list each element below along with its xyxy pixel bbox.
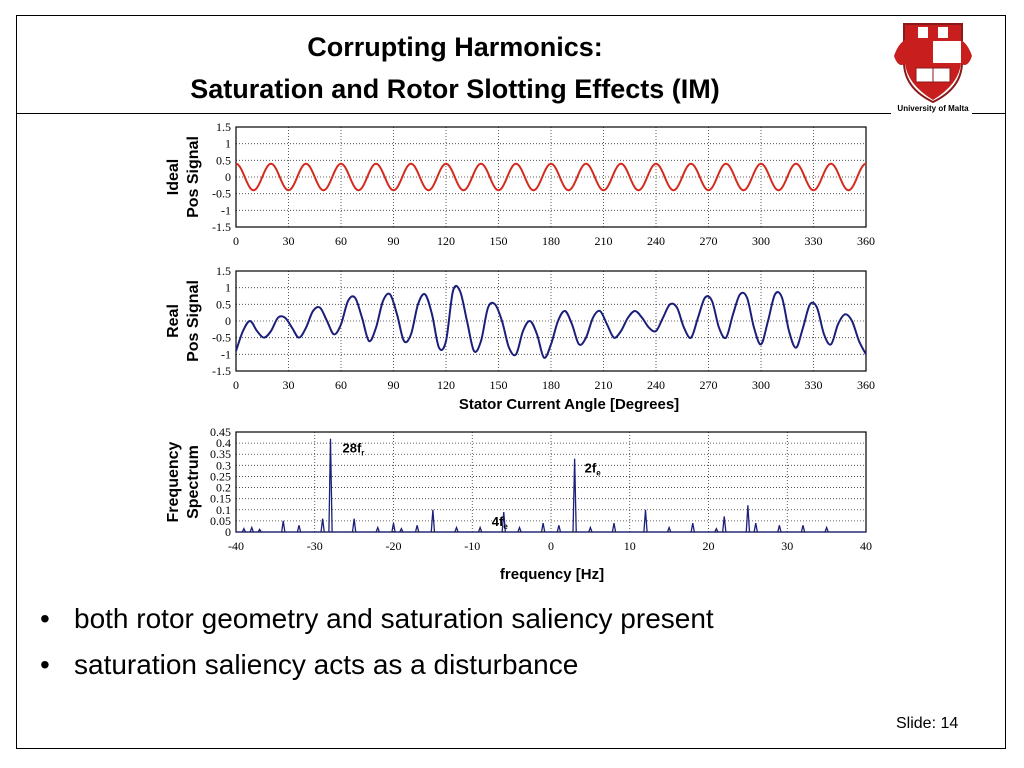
x-tick-label: 20 — [703, 539, 715, 553]
logo-caption: University of Malta — [897, 104, 969, 113]
x-tick-label: 150 — [490, 234, 508, 248]
y-tick-label: 0.5 — [216, 153, 231, 167]
x-tick-label: 210 — [595, 378, 613, 392]
y-axis-label: Real — [165, 304, 182, 338]
slide-frame — [16, 15, 1006, 749]
x-tick-label: 300 — [752, 378, 770, 392]
bullet-list: • both rotor geometry and saturation sal… — [40, 603, 714, 695]
x-tick-label: 360 — [857, 378, 875, 392]
x-tick-label: 120 — [437, 234, 455, 248]
slide-title-line-2: Saturation and Rotor Slotting Effects (I… — [190, 74, 720, 104]
x-tick-label: 0 — [233, 378, 239, 392]
y-tick-label: 0.45 — [210, 425, 231, 439]
x-tick-label: 120 — [437, 378, 455, 392]
x-tick-label: -20 — [386, 539, 402, 553]
x-axis-label: Stator Current Angle [Degrees] — [459, 396, 679, 413]
x-tick-label: 240 — [647, 378, 665, 392]
y-tick-label: 1 — [225, 281, 231, 295]
x-tick-label: 90 — [388, 234, 400, 248]
x-tick-label: 30 — [283, 234, 295, 248]
y-tick-label: 0 — [225, 170, 231, 184]
x-tick-label: 0 — [548, 539, 554, 553]
y-axis-label: Spectrum — [185, 445, 202, 519]
x-tick-label: 30 — [283, 378, 295, 392]
y-axis-label: Pos Signal — [185, 280, 202, 362]
spectrum-series-line — [236, 438, 866, 533]
y-tick-label: 0.5 — [216, 297, 231, 311]
y-tick-label: 1.5 — [216, 120, 231, 134]
peak-annotation: 4fe — [492, 514, 509, 531]
bullet-dot-icon: • — [40, 649, 50, 680]
y-tick-label: 0.15 — [210, 492, 231, 506]
y-tick-label: 0 — [225, 525, 231, 539]
y-tick-label: -1.5 — [212, 220, 231, 234]
y-tick-label: 0 — [225, 314, 231, 328]
x-tick-label: 330 — [805, 234, 823, 248]
x-tick-label: 270 — [700, 234, 718, 248]
x-tick-label: 240 — [647, 234, 665, 248]
ideal-series-line — [235, 162, 867, 192]
y-axis-label: Ideal — [165, 159, 182, 195]
slide-number: Slide: 14 — [896, 715, 959, 732]
peak-annotation: 28fr — [343, 441, 365, 458]
bullet-item: • saturation saliency acts as a disturba… — [40, 649, 714, 695]
x-tick-label: 270 — [700, 378, 718, 392]
bullet-item: • both rotor geometry and saturation sal… — [40, 603, 714, 649]
peak-annotation: 2fe — [585, 461, 602, 478]
y-tick-label: -1 — [221, 203, 231, 217]
x-tick-label: -40 — [228, 539, 244, 553]
chart-1: 0 30 60 90 120 150 180 210 240 270 300 330 360 1.5 1 0.… — [165, 120, 875, 248]
real-series-line — [235, 285, 867, 359]
y-tick-label: 0.35 — [210, 447, 231, 461]
x-tick-label: 40 — [860, 539, 872, 553]
y-tick-label: -1 — [221, 347, 231, 361]
x-tick-label: 180 — [542, 378, 560, 392]
slide-title-line-1: Corrupting Harmonics: — [307, 32, 603, 62]
x-tick-label: -10 — [464, 539, 480, 553]
y-tick-label: 0.4 — [216, 436, 231, 450]
y-tick-label: -0.5 — [212, 331, 231, 345]
y-tick-label: 0.1 — [216, 503, 231, 517]
y-tick-label: 0.25 — [210, 469, 231, 483]
plot-frame — [235, 270, 867, 372]
y-tick-label: -1.5 — [212, 364, 231, 378]
x-tick-label: 180 — [542, 234, 560, 248]
university-crest-logo — [888, 18, 978, 118]
x-tick-label: 0 — [233, 234, 239, 248]
bullet-dot-icon: • — [40, 603, 50, 634]
y-tick-label: 1 — [225, 137, 231, 151]
x-tick-label: 30 — [781, 539, 793, 553]
x-tick-label: 330 — [805, 378, 823, 392]
chart-2: 0 30 60 90 120 150 180 210 240 270 300 330 360 1.5 1 0.… — [165, 264, 875, 413]
title-divider-right — [972, 113, 1006, 114]
x-tick-label: 360 — [857, 234, 875, 248]
charts-area: 0 30 60 90 120 150 180 210 240 270 300 330 3601.510.… — [165, 120, 875, 583]
x-tick-label: -30 — [307, 539, 323, 553]
bullet-text: both rotor geometry and saturation salie… — [74, 603, 714, 634]
x-tick-label: 60 — [335, 378, 347, 392]
x-axis-label: frequency [Hz] — [500, 566, 604, 583]
y-tick-label: 0.05 — [210, 514, 231, 528]
title-divider — [16, 113, 891, 114]
bullet-text: saturation saliency acts as a disturbanc… — [74, 649, 579, 680]
x-tick-label: 60 — [335, 234, 347, 248]
chart-3: -40 -30 -20 -10 0 10 20 30 400.450.40.350.30.250… — [165, 425, 872, 583]
plot-frame — [235, 126, 867, 228]
x-tick-label: 150 — [490, 378, 508, 392]
x-tick-label: 210 — [595, 234, 613, 248]
x-tick-label: 90 — [388, 378, 400, 392]
y-tick-label: -0.5 — [212, 187, 231, 201]
y-axis-label: Frequency — [165, 441, 182, 522]
y-axis-label: Pos Signal — [185, 136, 202, 218]
x-tick-label: 10 — [624, 539, 636, 553]
y-tick-label: 0.2 — [216, 481, 231, 495]
y-tick-label: 1.5 — [216, 264, 231, 278]
y-tick-label: 0.3 — [216, 458, 231, 472]
x-tick-label: 300 — [752, 234, 770, 248]
